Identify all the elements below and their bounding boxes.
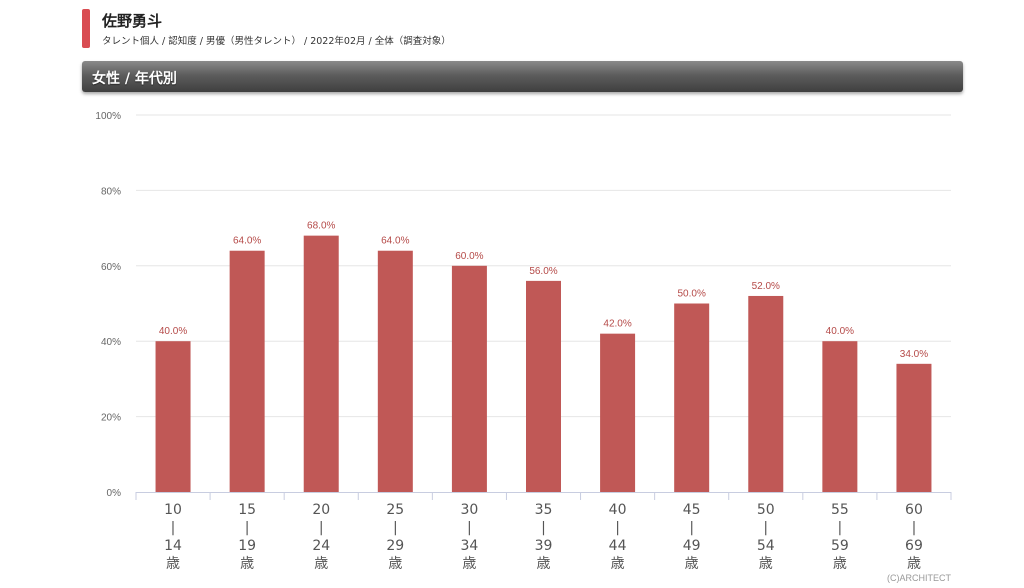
x-tick-label: 歳 — [833, 556, 847, 572]
y-tick-label: 100% — [95, 111, 121, 122]
y-tick-label: 80% — [101, 186, 121, 197]
data-label: 40.0% — [159, 326, 187, 337]
x-tick-label: 歳 — [537, 556, 551, 572]
x-tick-label: 歳 — [685, 556, 699, 572]
y-tick-label: 60% — [101, 262, 121, 273]
data-label: 52.0% — [752, 281, 780, 292]
data-label: 64.0% — [233, 236, 261, 247]
x-tick-label: 10 — [164, 502, 182, 518]
x-tick-label: | — [912, 520, 917, 536]
bar — [229, 250, 265, 492]
copyright: (C)ARCHITECT — [887, 573, 951, 583]
data-label: 50.0% — [678, 289, 706, 300]
x-tick-label: 55 — [831, 502, 849, 518]
data-label: 60.0% — [455, 251, 483, 262]
data-label: 34.0% — [900, 349, 928, 360]
bar — [377, 250, 413, 492]
x-tick-label: 34 — [460, 538, 478, 554]
x-tick-label: 50 — [757, 502, 775, 518]
page-title: 佐野勇斗 — [102, 12, 163, 30]
y-tick-label: 20% — [101, 413, 121, 424]
data-label: 64.0% — [381, 236, 409, 247]
x-tick-label: 35 — [535, 502, 553, 518]
x-tick-label: 15 — [238, 502, 256, 518]
x-tick-label: 39 — [535, 538, 553, 554]
x-tick-label: | — [171, 520, 176, 536]
x-tick-label: | — [467, 520, 472, 536]
x-tick-label: 歳 — [314, 556, 328, 572]
x-tick-label: 歳 — [166, 556, 180, 572]
section-title: 女性 / 年代別 — [92, 71, 177, 87]
x-tick-label: 49 — [683, 538, 701, 554]
bar — [451, 265, 487, 492]
x-tick-label: | — [393, 520, 398, 536]
bar — [896, 363, 932, 492]
y-tick-label: 0% — [107, 488, 122, 499]
bar — [822, 341, 858, 492]
x-tick-label: 69 — [905, 538, 923, 554]
x-tick-label: | — [763, 520, 768, 536]
data-label: 68.0% — [307, 221, 335, 232]
x-tick-label: | — [689, 520, 694, 536]
bar — [155, 341, 191, 492]
x-tick-label: 歳 — [611, 556, 625, 572]
x-tick-label: | — [245, 520, 250, 536]
bar — [303, 235, 339, 492]
x-tick-label: | — [838, 520, 843, 536]
bar — [600, 333, 636, 492]
title-accent-bar — [82, 9, 90, 48]
bar — [748, 295, 784, 492]
x-tick-label: 40 — [609, 502, 627, 518]
x-tick-label: 歳 — [388, 556, 402, 572]
x-tick-label: 歳 — [462, 556, 476, 572]
x-tick-label: 30 — [460, 502, 478, 518]
data-label: 40.0% — [826, 326, 854, 337]
x-tick-label: 14 — [164, 538, 182, 554]
x-tick-label: 54 — [757, 538, 775, 554]
x-tick-label: | — [319, 520, 324, 536]
bar — [526, 280, 561, 492]
x-tick-label: 29 — [386, 538, 404, 554]
y-tick-label: 40% — [101, 337, 121, 348]
x-tick-label: 24 — [312, 538, 330, 554]
x-tick-label: 44 — [609, 538, 627, 554]
x-tick-label: 45 — [683, 502, 701, 518]
data-label: 56.0% — [529, 266, 557, 277]
x-tick-label: 歳 — [240, 556, 254, 572]
x-tick-label: | — [541, 520, 546, 536]
section-header: 女性 / 年代別 — [82, 61, 963, 92]
x-tick-label: 20 — [312, 502, 330, 518]
bar — [674, 303, 710, 492]
x-tick-label: 59 — [831, 538, 849, 554]
x-tick-label: 25 — [386, 502, 404, 518]
page-subtitle: タレント個人 / 認知度 / 男優（男性タレント） / 2022年02月 / 全… — [102, 36, 451, 47]
data-label: 42.0% — [603, 319, 631, 330]
x-tick-label: 歳 — [759, 556, 773, 572]
x-tick-label: | — [615, 520, 620, 536]
x-tick-label: 19 — [238, 538, 256, 554]
x-tick-label: 歳 — [907, 556, 921, 572]
x-tick-label: 60 — [905, 502, 923, 518]
